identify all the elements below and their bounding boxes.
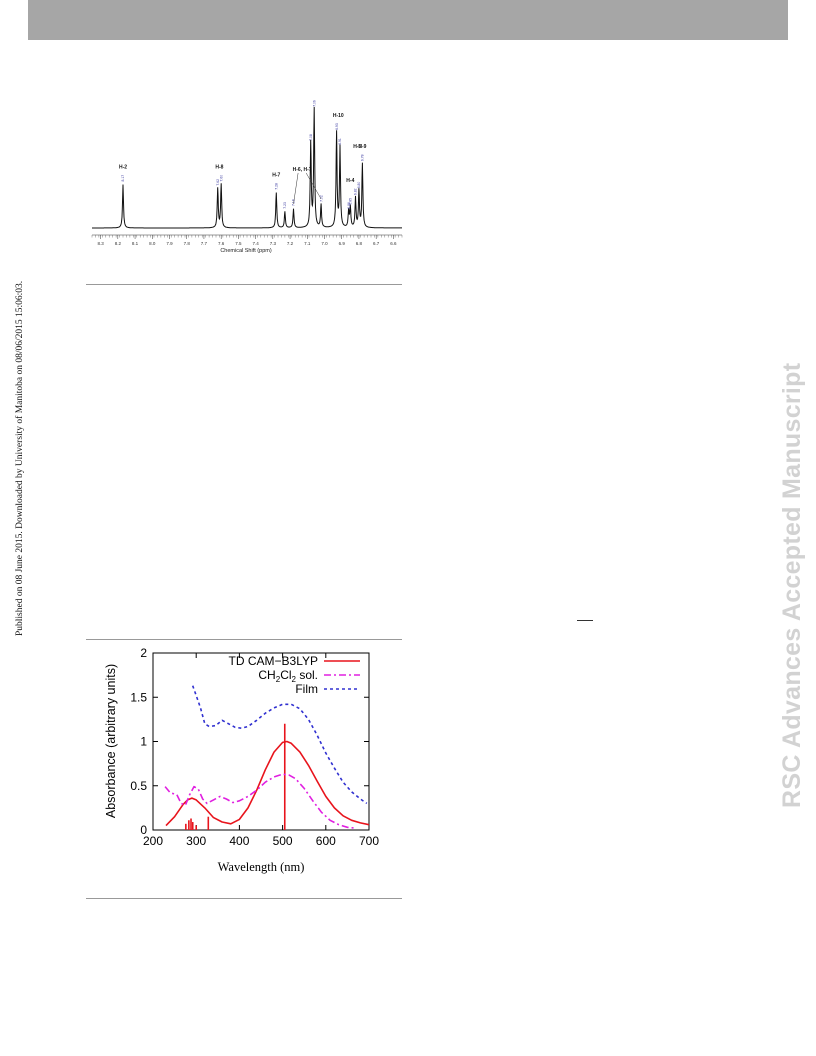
y-tick-label: 1 [140,735,147,749]
nmr-peak-value: 6.80 [357,182,361,189]
nmr-x-axis: 8.3 8.2 8.1 8.0 7.9 7.8 7.7 7.6 7.5 7.4 7.3 7.2 7.1 7… [91,234,403,246]
nmr-peak-value: 7.62 [216,179,220,186]
nmr-tick-label: 8.2 [115,241,122,246]
figure-divider-1 [86,284,402,285]
legend-label: TD CAM−B3LYP [229,654,318,668]
nmr-peak-value: 7.02 [319,195,323,202]
nmr-assignment-label: H-7 [272,173,280,179]
journal-header-bar [28,0,788,40]
y-axis-label: Absorbance (arbitrary units) [104,664,118,818]
uv-axis-ticks: 200 300 400 500 600 700 0 0.5 1 1.5 2 [130,646,379,848]
nmr-tick-label: 8.0 [149,241,156,246]
nmr-peak-labels: 8.177.627.607.287.237.187.087.067.026.93… [121,100,364,209]
nmr-assignment-label: H-11 [309,95,320,96]
nmr-assignment-pointer [293,172,299,205]
nmr-tick-label: 7.5 [235,241,242,246]
nmr-tick-label: 7.8 [184,241,191,246]
series-line [164,773,357,829]
y-tick-label: 0 [140,823,147,837]
nmr-peak-value: 7.23 [283,202,287,209]
legend-label: Film [295,682,318,696]
absorbance-series [164,685,370,829]
nmr-tick-label: 7.6 [218,241,225,246]
nmr-tick-label: 7.7 [201,241,208,246]
nmr-spectrum-trace [92,106,402,229]
nmr-assignment-label: H-8 [215,165,223,171]
nmr-peak-value: 6.78 [361,154,365,161]
nmr-peak-value: 6.86 [347,202,351,209]
figure-divider-3 [86,898,402,899]
nmr-tick-label: 6.9 [339,241,346,246]
nmr-tick-label: 7.9 [166,241,173,246]
series-line [165,740,370,827]
x-tick-label: 300 [186,834,206,848]
nmr-x-axis-label: Chemical Shift (ppm) [220,248,272,254]
accepted-manuscript-watermark: RSC Advances Accepted Manuscript [778,362,806,808]
nmr-assignment-label: H-10 [333,113,344,119]
nmr-peak-value: 7.08 [309,134,313,141]
x-tick-label: 500 [273,834,293,848]
nmr-assignment-label: H-6, H-7 [293,167,312,173]
x-tick-label: 600 [316,834,336,848]
y-tick-label: 2 [140,646,147,660]
nmr-peak-value: 6.91 [338,138,342,145]
nmr-peak-value: 6.82 [354,188,358,195]
nmr-tick-label: 8.3 [97,241,104,246]
text-rule [577,620,593,621]
x-tick-label: 200 [143,834,163,848]
nmr-assignment-label: H-4 [346,178,354,184]
nmr-tick-label: 6.6 [390,241,397,246]
nmr-peak-value: 8.17 [121,175,125,182]
nmr-tick-label: 8.1 [132,241,139,246]
nmr-tick-label: 7.3 [270,241,277,246]
nmr-peak-value: 7.06 [312,100,316,107]
nmr-tick-label: 7.2 [287,241,294,246]
nmr-tick-label: 7.4 [252,241,259,246]
y-tick-label: 0.5 [130,779,147,793]
nmr-assignment-label: H-2 [119,165,127,171]
excitation-sticks [185,723,286,830]
x-tick-label: 700 [359,834,379,848]
nmr-tick-label: 6.8 [356,241,363,246]
nmr-peak-value: 6.85 [349,198,353,205]
nmr-assignment-label: H-5 [353,144,361,150]
legend-label: CH2Cl2 sol. [258,668,318,684]
nmr-spectrum-chart: 8.3 8.2 8.1 8.0 7.9 7.8 7.7 7.6 7.5 7.4 7.3 7.2 7.1 7… [91,95,403,254]
x-tick-label: 400 [229,834,249,848]
y-tick-label: 1.5 [130,690,147,704]
series-line [191,685,368,805]
nmr-peak-value: 7.28 [275,183,279,190]
nmr-assignment-label: H-9 [358,144,366,150]
absorbance-chart: 200 300 400 500 600 700 0 0.5 1 1.5 2 TD CAM−B3LYP… [104,646,379,874]
nmr-tick-label: 7.0 [321,241,328,246]
nmr-tick-label: 7.1 [304,241,311,246]
nmr-tick-label: 6.7 [373,241,380,246]
nmr-peak-value: 7.60 [219,175,223,182]
x-axis-label: Wavelength (nm) [218,860,305,874]
nmr-assignment-pointer [305,172,322,200]
publication-note: Published on 08 June 2015. Downloaded by… [15,280,25,636]
nmr-peak-value: 6.93 [335,123,339,130]
nmr-assignments: H-2 H-8 H-7 H-6, H-7 H-11 H-10 H-4 H-5H-9 [119,95,367,205]
figure-divider-2 [86,639,402,640]
